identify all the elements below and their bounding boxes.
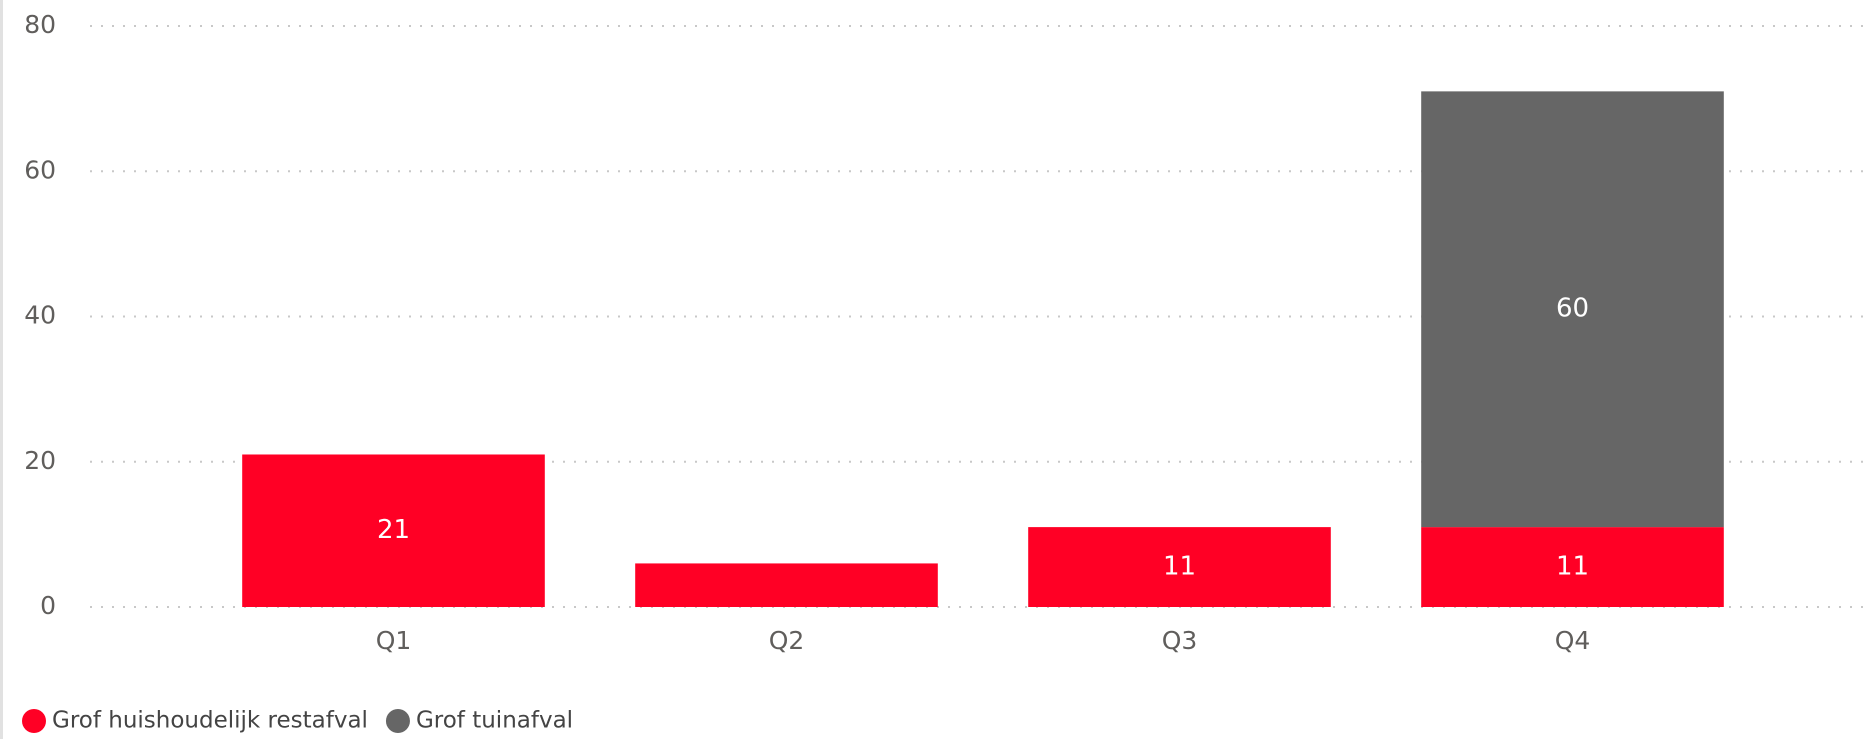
bar-segment bbox=[635, 563, 938, 607]
data-label: 11 bbox=[1556, 552, 1589, 582]
bar-segment bbox=[242, 454, 545, 607]
data-label: 60 bbox=[1556, 294, 1589, 324]
y-tick-label: 20 bbox=[24, 446, 56, 475]
data-label: 21 bbox=[377, 515, 410, 545]
x-tick-label: Q3 bbox=[1162, 626, 1198, 655]
legend-marker bbox=[22, 709, 46, 733]
x-tick-label: Q2 bbox=[769, 626, 805, 655]
x-tick-label: Q4 bbox=[1555, 626, 1591, 655]
y-tick-label: 80 bbox=[24, 10, 56, 39]
frame-edge bbox=[0, 0, 3, 739]
bar-segment bbox=[1421, 91, 1724, 528]
y-tick-label: 60 bbox=[24, 155, 56, 184]
legend-marker bbox=[385, 709, 410, 733]
bar-segment bbox=[1028, 527, 1331, 607]
x-tick-label: Q1 bbox=[376, 626, 412, 655]
legend-label: Grof huishoudelijk restafval bbox=[52, 708, 368, 734]
legend-label: Grof tuinafval bbox=[416, 708, 573, 734]
y-tick-label: 40 bbox=[24, 301, 56, 330]
y-tick-label: 0 bbox=[40, 591, 56, 620]
bar-segment bbox=[1421, 527, 1724, 607]
data-label: 11 bbox=[1163, 552, 1196, 582]
